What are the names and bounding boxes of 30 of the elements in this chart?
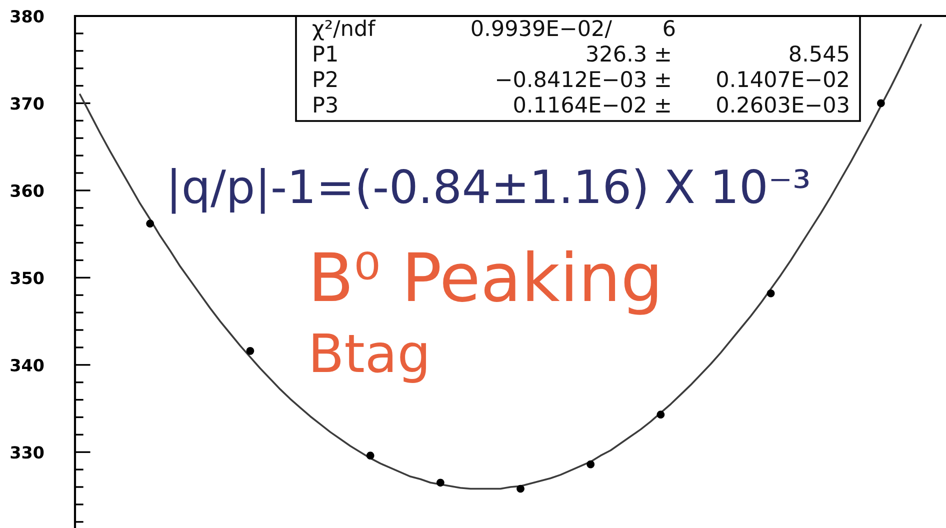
point [146, 220, 154, 228]
point [586, 460, 595, 468]
y-tick-label: 380 [10, 10, 44, 23]
y-tick-label: 370 [10, 97, 44, 110]
point [436, 478, 444, 487]
y-tick-label: 330 [10, 446, 44, 459]
point [766, 289, 775, 298]
annotation: 0.1407E−02 [717, 70, 848, 88]
annotation: 8.545 [790, 45, 848, 62]
point [516, 484, 524, 493]
y-tick-label: 350 [10, 272, 44, 284]
annotation: 0.1164E−02 ± [514, 96, 670, 113]
y-tick-label: 340 [10, 358, 44, 372]
annotation: P3 [314, 96, 337, 113]
point [246, 347, 254, 355]
annotation: 326.3 ± [587, 45, 670, 62]
y-tick-label: 360 [10, 184, 44, 198]
annotation: 0.9939E−02/ [472, 20, 612, 38]
annotation: −0.8412E−03 ± [496, 70, 670, 88]
point [876, 99, 885, 108]
annotation: |q/p|-1=(-0.84±1.16) X 10⁻³ [172, 168, 809, 214]
annotation: 6 [664, 20, 675, 36]
annotation: Btag [313, 334, 426, 383]
annotation: χ²/ndf [312, 20, 376, 40]
annotation: P1 [314, 46, 337, 62]
point [656, 410, 665, 419]
annotation: B⁰ Peaking [314, 250, 657, 315]
annotation: 0.2603E−03 [717, 96, 848, 113]
annotation: P2 [314, 70, 337, 87]
point [366, 452, 374, 460]
